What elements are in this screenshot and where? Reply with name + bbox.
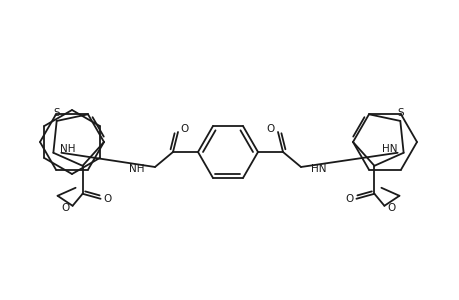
Text: O: O [345,194,353,204]
Text: NH: NH [60,144,75,154]
Text: O: O [103,194,112,204]
Text: O: O [386,203,395,213]
Text: HN: HN [310,164,326,174]
Text: O: O [62,203,70,213]
Text: HN: HN [381,144,397,154]
Text: S: S [396,108,403,118]
Text: S: S [53,108,60,118]
Text: NH: NH [129,164,145,174]
Text: O: O [180,124,189,134]
Text: O: O [266,124,274,134]
